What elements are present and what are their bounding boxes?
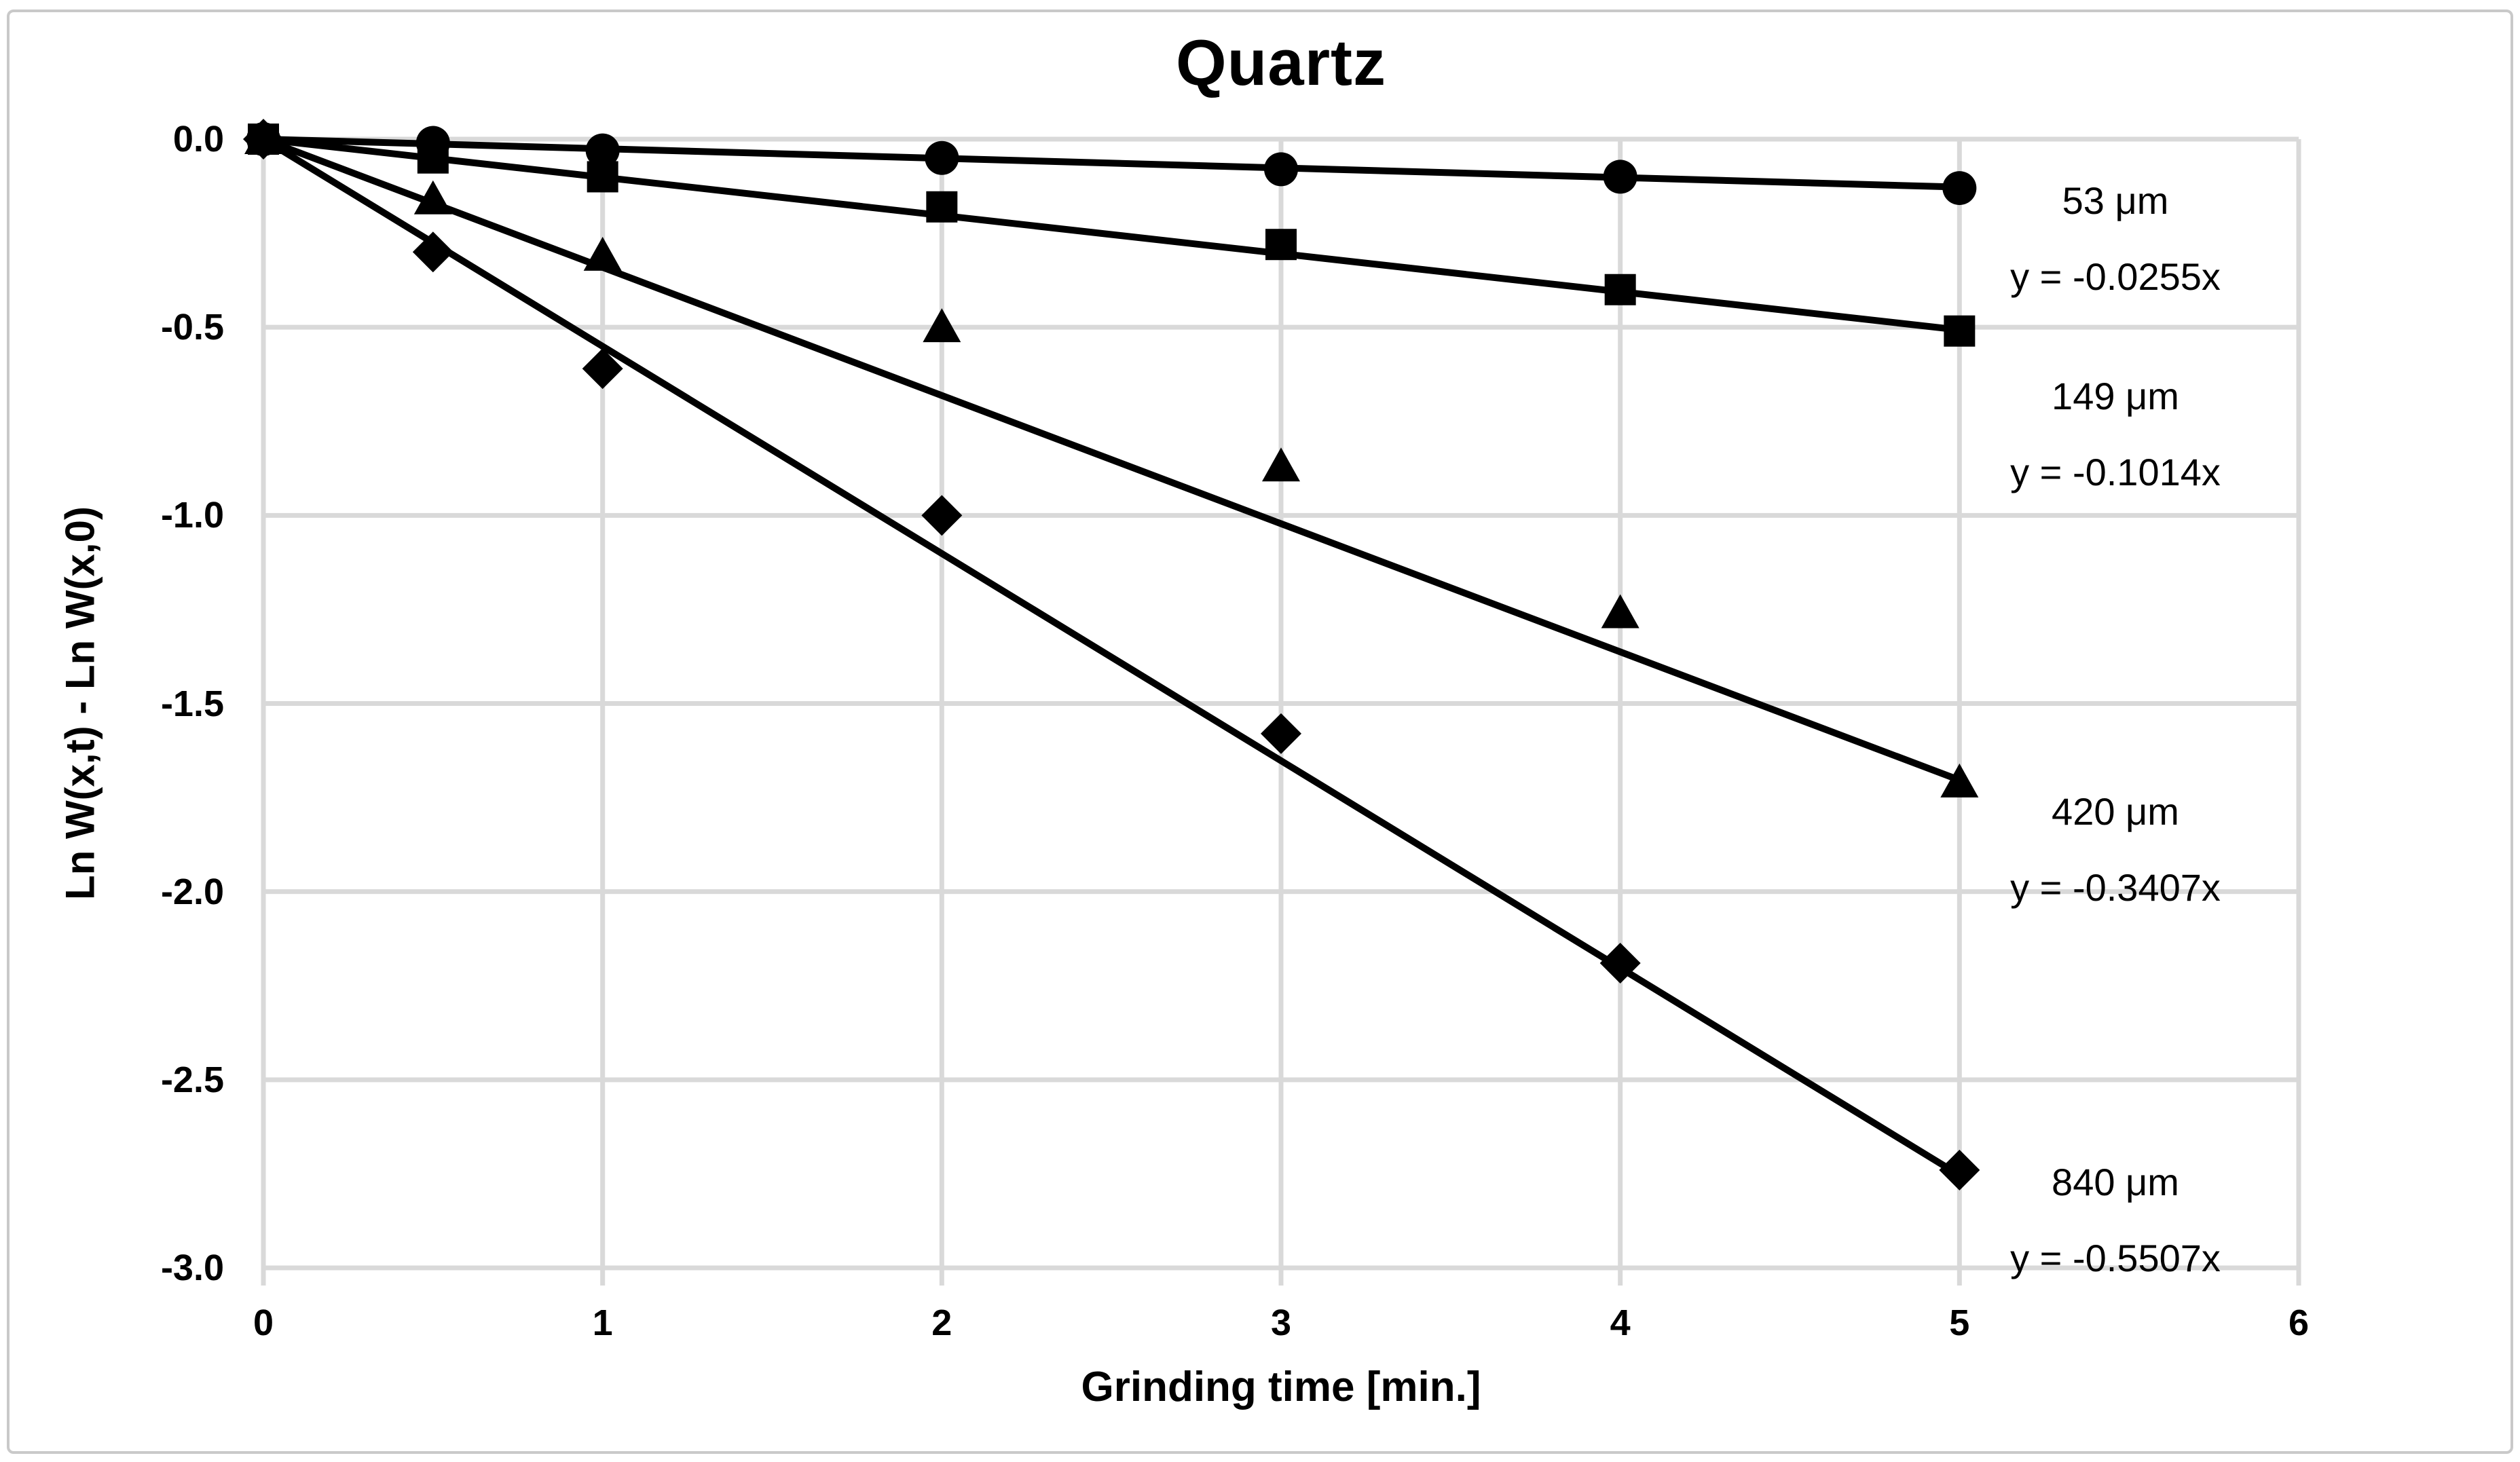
- x-tick-label-0: 0: [253, 1302, 274, 1343]
- marker-149um-t2: [926, 191, 958, 223]
- marker-149um-t5: [1944, 315, 1976, 347]
- marker-149um-t3: [1265, 229, 1297, 261]
- marker-840um-t1: [582, 348, 623, 390]
- annotation-53um: 53 μm y = -0.0255x: [1885, 163, 2346, 315]
- marker-840um-t2: [921, 495, 963, 536]
- annotation-149um: 149 μm y = -0.1014x: [1885, 358, 2346, 510]
- marker-53um-t0: [246, 122, 280, 156]
- annotation-840um: 840 μm y = -0.5507x: [1885, 1144, 2346, 1296]
- marker-420um-t4: [1601, 594, 1639, 629]
- series-equation-149um: y = -0.1014x: [2010, 451, 2221, 493]
- trendline-840um: [260, 136, 1963, 1179]
- series-equation-840um: y = -0.5507x: [2010, 1237, 2221, 1279]
- marker-53um-t2: [925, 140, 959, 175]
- marker-53um-t3: [1264, 152, 1298, 187]
- marker-420um-t3: [1262, 447, 1300, 482]
- marker-420um-t1: [583, 236, 622, 271]
- marker-840um-t4: [1599, 942, 1641, 983]
- y-tick-label--1.5: -1.5: [160, 683, 224, 724]
- marker-149um-t4: [1604, 274, 1636, 305]
- marker-420um-t5: [1940, 763, 1979, 798]
- y-tick-label-0.0: 0.0: [172, 119, 224, 160]
- y-tick-label--2.5: -2.5: [160, 1059, 224, 1100]
- marker-420um-t2: [923, 308, 961, 343]
- series-label-149um: 149 μm: [2052, 375, 2179, 417]
- y-tick-label--2.0: -2.0: [160, 871, 224, 912]
- series-equation-420um: y = -0.3407x: [2010, 866, 2221, 909]
- series-label-420um: 420 μm: [2052, 790, 2179, 833]
- series-equation-53um: y = -0.0255x: [2010, 255, 2221, 298]
- marker-53um-t0.5: [415, 126, 450, 160]
- y-tick-label--1.0: -1.0: [160, 495, 224, 536]
- annotation-420um: 420 μm y = -0.3407x: [1885, 774, 2346, 926]
- x-axis-title: Grinding time [min.]: [1081, 1364, 1481, 1410]
- x-tick-label-3: 3: [1270, 1302, 1292, 1343]
- marker-840um-t3: [1261, 713, 1301, 754]
- y-tick-label--0.5: -0.5: [160, 307, 224, 348]
- x-tick-label-6: 6: [2288, 1302, 2310, 1343]
- x-tick-label-2: 2: [931, 1302, 952, 1343]
- marker-420um-t0.5: [413, 180, 452, 214]
- marker-53um-t5: [1942, 171, 1977, 206]
- trendline-53um: [260, 136, 1963, 191]
- trendline-420um: [260, 136, 1963, 784]
- x-tick-label-1: 1: [592, 1302, 613, 1343]
- x-tick-label-4: 4: [1610, 1302, 1631, 1343]
- trendline-149um: [260, 136, 1963, 334]
- chart-title: Quartz: [1175, 26, 1387, 99]
- marker-53um-t1: [585, 133, 620, 168]
- x-tick-label-5: 5: [1949, 1302, 1970, 1343]
- series-label-53um: 53 μm: [2062, 179, 2169, 222]
- marker-840um-t5: [1939, 1149, 1980, 1191]
- y-tick-label--3.0: -3.0: [160, 1248, 224, 1288]
- marker-53um-t4: [1603, 160, 1637, 194]
- marker-840um-t0.5: [412, 231, 453, 273]
- series-label-840um: 840 μm: [2052, 1161, 2179, 1203]
